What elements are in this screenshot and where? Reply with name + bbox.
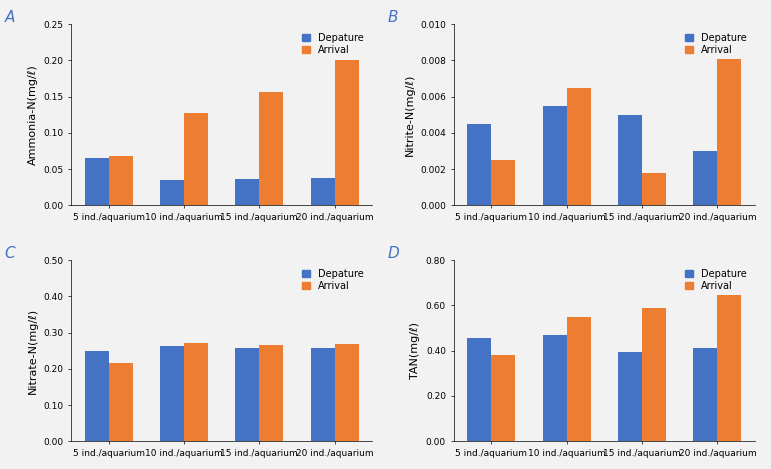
Text: A: A xyxy=(5,10,15,25)
Bar xyxy=(311,178,335,205)
Bar xyxy=(467,124,491,205)
Bar xyxy=(335,61,359,205)
Text: D: D xyxy=(387,246,399,261)
Text: C: C xyxy=(5,246,15,261)
Bar xyxy=(491,355,516,441)
Bar xyxy=(642,308,666,441)
Text: B: B xyxy=(387,10,398,25)
Bar xyxy=(717,291,742,441)
Bar xyxy=(543,106,567,205)
Bar xyxy=(160,180,184,205)
Bar xyxy=(567,317,591,441)
Legend: Depature, Arrival: Depature, Arrival xyxy=(298,29,368,59)
Bar xyxy=(311,348,335,441)
Bar xyxy=(259,345,284,441)
Bar xyxy=(567,88,591,205)
Bar xyxy=(109,156,133,205)
Bar xyxy=(693,348,717,441)
Bar xyxy=(467,338,491,441)
Bar xyxy=(235,348,259,441)
Bar xyxy=(543,335,567,441)
Bar xyxy=(491,160,516,205)
Bar xyxy=(717,57,742,205)
Bar xyxy=(184,113,208,205)
Y-axis label: Ammonia-N(mg/ℓ): Ammonia-N(mg/ℓ) xyxy=(28,64,38,165)
Bar xyxy=(109,363,133,441)
Bar xyxy=(160,346,184,441)
Bar xyxy=(85,158,109,205)
Legend: Depature, Arrival: Depature, Arrival xyxy=(682,29,750,59)
Bar xyxy=(642,173,666,205)
Bar xyxy=(335,344,359,441)
Bar xyxy=(259,91,284,205)
Bar xyxy=(693,151,717,205)
Bar xyxy=(85,351,109,441)
Legend: Depature, Arrival: Depature, Arrival xyxy=(298,265,368,295)
Legend: Depature, Arrival: Depature, Arrival xyxy=(682,265,750,295)
Bar xyxy=(184,343,208,441)
Y-axis label: Nitrate-N(mg/ℓ): Nitrate-N(mg/ℓ) xyxy=(28,308,38,394)
Bar xyxy=(235,179,259,205)
Y-axis label: TAN(mg/ℓ): TAN(mg/ℓ) xyxy=(410,322,420,379)
Y-axis label: Nitrite-N(mg/ℓ): Nitrite-N(mg/ℓ) xyxy=(405,74,415,156)
Bar xyxy=(618,352,642,441)
Bar xyxy=(618,115,642,205)
